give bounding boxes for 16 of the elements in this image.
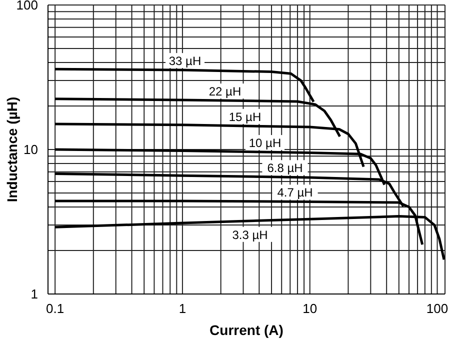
y-tick-label: 1: [30, 286, 38, 302]
y-axis-title: Inductance (µH): [4, 96, 20, 202]
series-label: 6.8 µH: [267, 161, 303, 176]
y-tick-label: 10: [24, 142, 38, 158]
series-label: 33 µH: [168, 54, 202, 68]
series-label: 22 µH: [208, 84, 242, 99]
x-tick-label: 1: [178, 301, 186, 316]
series-label: 3.3 µH: [232, 228, 268, 242]
x-tick-label: 10: [302, 301, 318, 316]
y-tick-label: 100: [16, 0, 38, 13]
series-label: 15 µH: [228, 110, 262, 124]
x-tick-label: 100: [426, 301, 448, 316]
series-label: 4.7 µH: [277, 186, 313, 200]
x-axis-title: Current (A): [210, 322, 284, 338]
series-label: 10 µH: [248, 136, 282, 150]
x-tick-label: 0.1: [46, 301, 64, 316]
